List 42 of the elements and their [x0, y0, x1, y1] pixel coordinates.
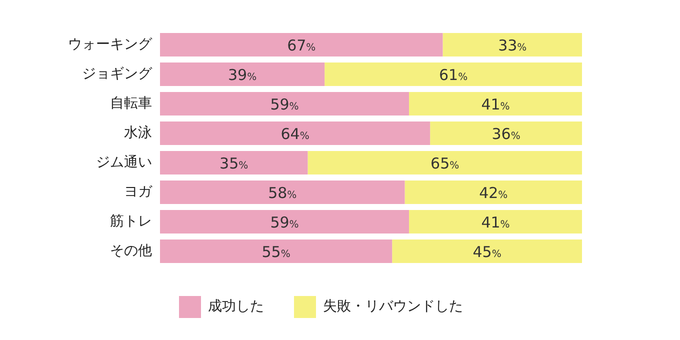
bar: [160, 92, 409, 116]
data-label: 35%: [220, 154, 248, 172]
data-label: 65%: [430, 154, 460, 172]
bar: [408, 92, 582, 116]
bar: [324, 62, 582, 86]
data-label: 55%: [262, 242, 290, 261]
data-label: 59%: [270, 95, 299, 114]
bar: [408, 210, 582, 234]
data-label: 59%: [270, 213, 299, 232]
data-label: 41%: [481, 95, 510, 114]
y-tick-label: ヨガ: [124, 184, 153, 200]
legend-label: 成功した: [208, 298, 264, 315]
y-tick-label: ジョギング: [82, 66, 153, 82]
y-tick-label: ウォーキング: [68, 36, 153, 52]
bar: [160, 121, 430, 146]
bar: [160, 210, 409, 234]
y-tick-label: ジム通い: [96, 154, 152, 170]
data-label: 39%: [228, 66, 257, 84]
y-tick-label: 自転車: [110, 95, 152, 112]
bar: [392, 239, 582, 264]
bar: [160, 32, 443, 57]
bar: [430, 121, 582, 146]
data-label: 45%: [472, 242, 502, 261]
data-label: 64%: [280, 124, 310, 143]
bar: [160, 239, 392, 264]
bar: [160, 180, 405, 204]
bar: [160, 62, 325, 86]
bar: [308, 150, 582, 175]
y-tick-label: 水泳: [124, 124, 152, 141]
y-tick-label: その他: [110, 242, 152, 259]
data-label: 61%: [438, 66, 468, 84]
bar: [442, 32, 582, 57]
data-label: 36%: [492, 124, 520, 143]
data-label: 33%: [498, 36, 527, 54]
data-label: 67%: [287, 36, 316, 54]
data-label: 41%: [481, 213, 510, 232]
y-tick-label: 筋トレ: [110, 213, 152, 230]
legend-label: 失敗・リバウンドした: [323, 298, 463, 315]
data-label: 42%: [479, 184, 508, 202]
data-label: 58%: [268, 184, 297, 202]
bar: [404, 180, 582, 204]
bar: [160, 150, 308, 175]
